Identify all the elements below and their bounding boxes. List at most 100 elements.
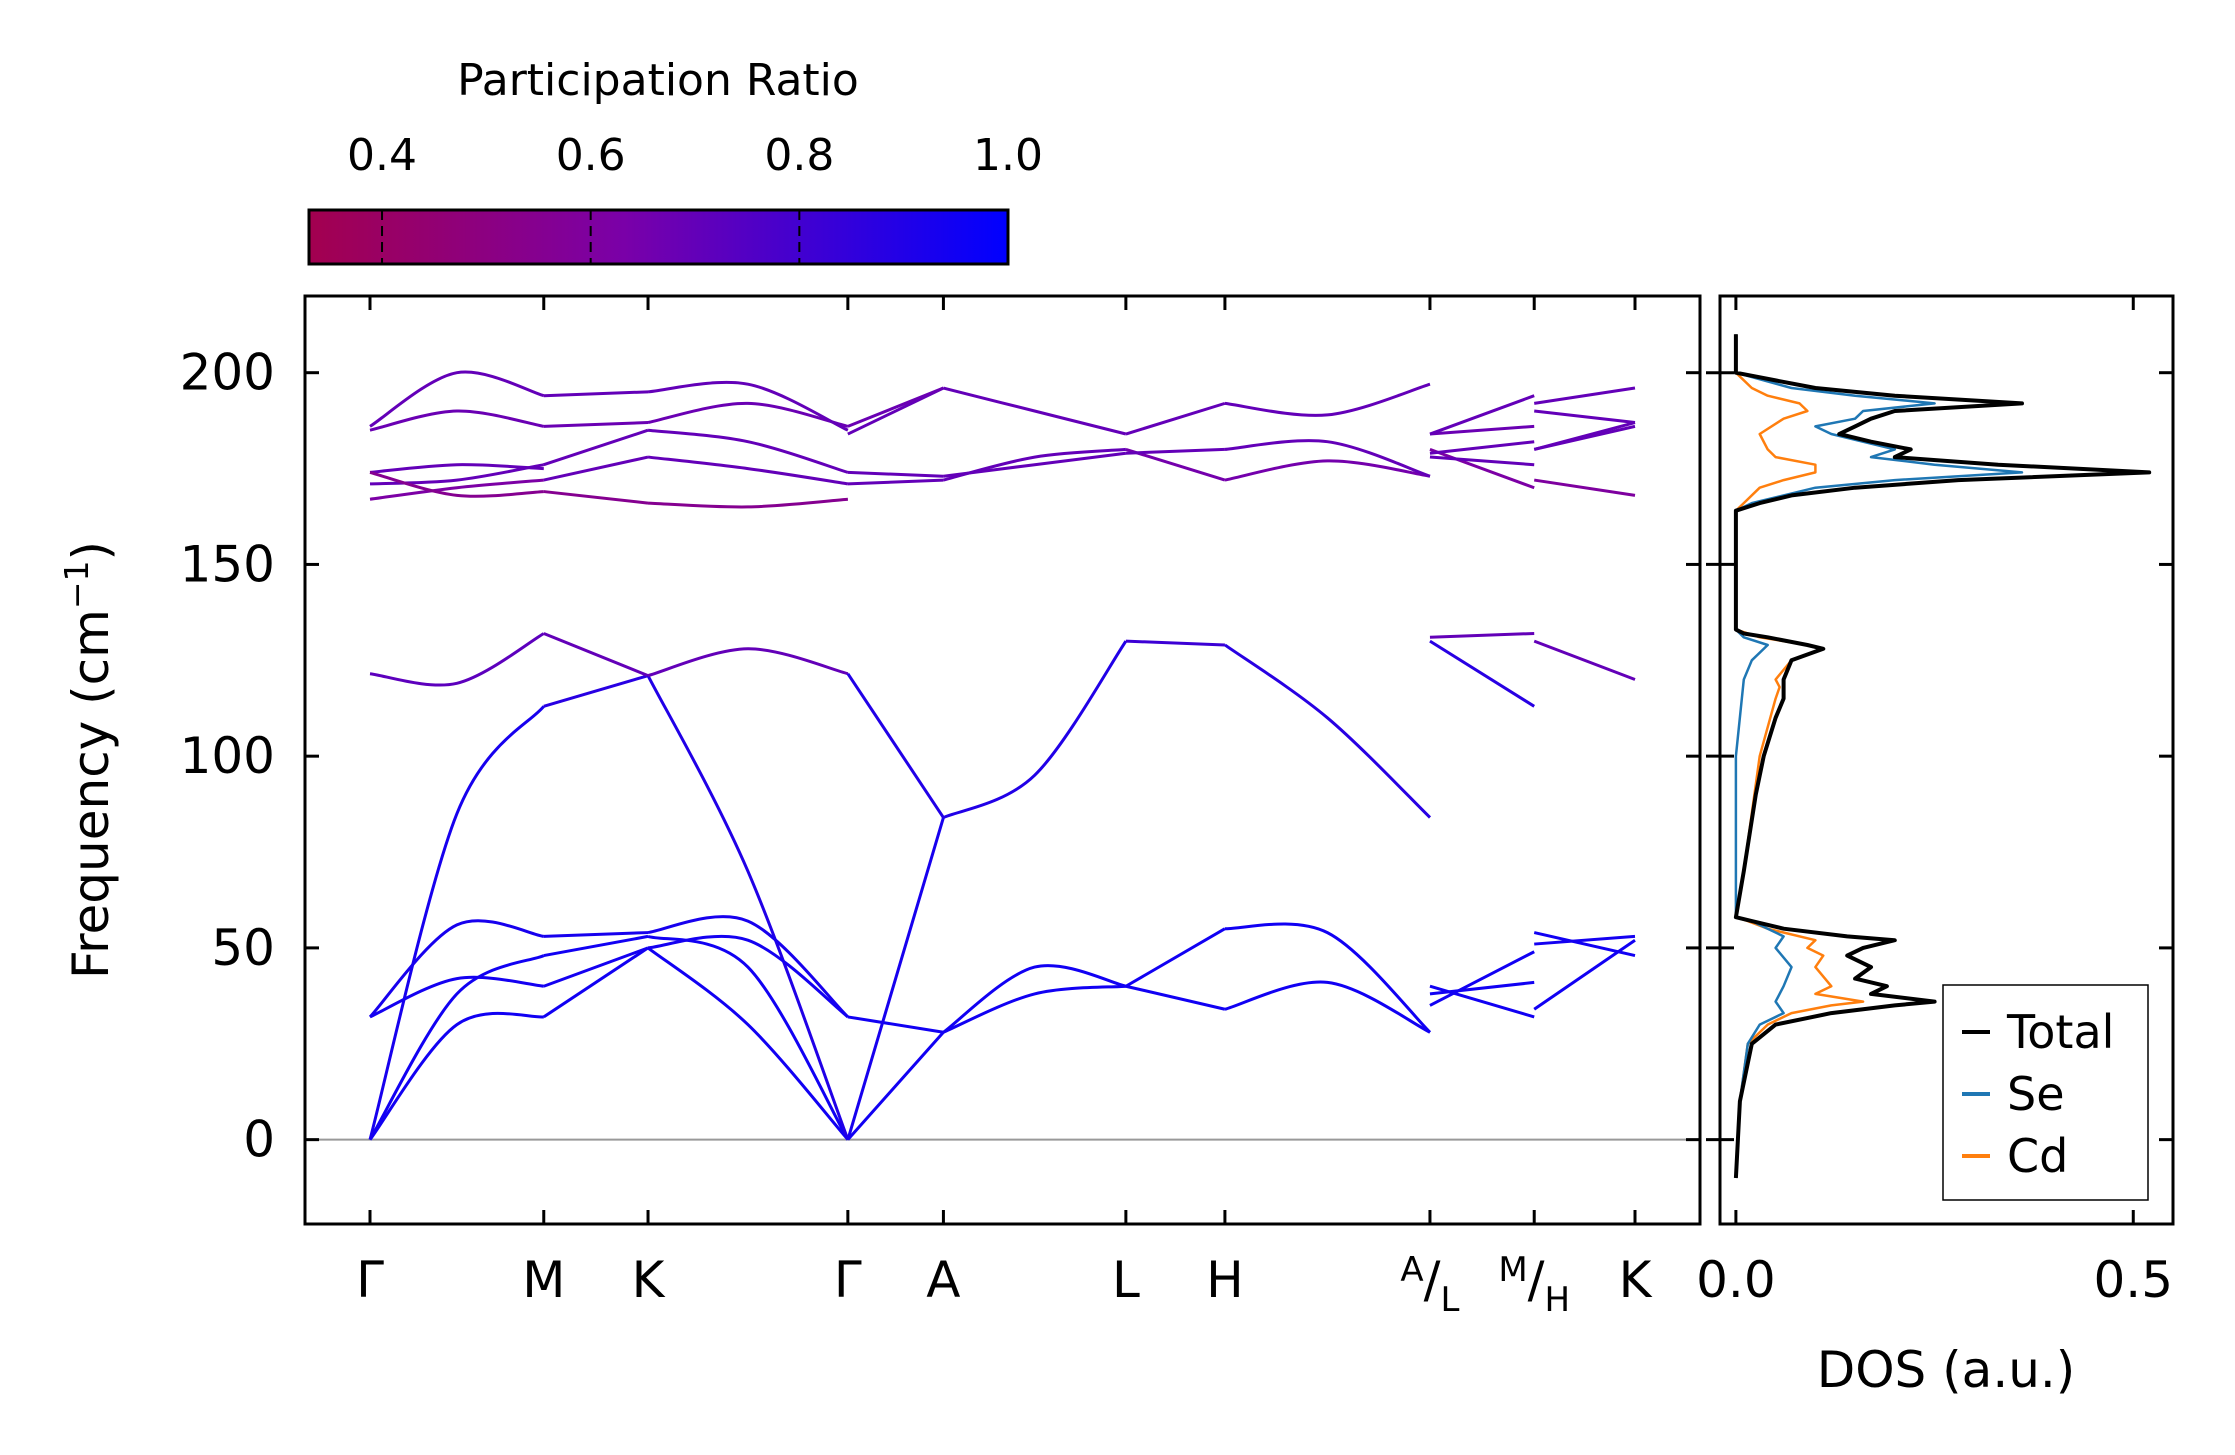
phonon-band — [543, 428, 649, 467]
phonon-band — [368, 919, 545, 1018]
dispersion-axes-frame — [303, 294, 1702, 1226]
colorbar-tick-label: 0.4 — [347, 130, 417, 181]
legend-label: Total — [2006, 1005, 2114, 1059]
y-axis-label-end: ) — [62, 541, 120, 561]
phonon-band — [368, 705, 545, 1141]
kpoint-label: K — [1619, 1251, 1653, 1309]
phonon-band — [647, 946, 850, 1141]
y-tick-label: 200 — [180, 344, 275, 402]
y-axis-ticks: 0 50 100 150 200 — [180, 344, 1700, 1169]
phonon-band — [1224, 643, 1432, 819]
phonon-band — [846, 1031, 945, 1141]
phonon-band — [647, 915, 849, 1018]
phonon-band — [1125, 447, 1226, 482]
y-tick-label: 0 — [243, 1111, 275, 1169]
phonon-band — [368, 954, 545, 1141]
phonon-band — [1224, 382, 1431, 417]
kpoint-label: M — [522, 1251, 565, 1309]
phonon-band — [647, 401, 849, 428]
phonon-band — [1429, 394, 1535, 436]
colorbar-label: Participation Ratio — [457, 55, 859, 106]
colorbar: Participation Ratio 0.4 0.6 0.8 1.0 — [307, 55, 1043, 266]
phonon-band — [647, 380, 849, 432]
phonon-band — [1534, 409, 1636, 425]
dispersion-panel: 0 50 100 150 200 Γ M K Γ A L H K A/L M/H Frequency (c… — [57, 294, 1702, 1320]
phonon-band — [847, 470, 944, 478]
phonon-band — [647, 497, 849, 509]
y-axis-label: Frequency (cm−1) — [57, 541, 120, 979]
phonon-band — [543, 674, 649, 708]
phonon-band — [646, 674, 850, 1141]
phonon-band — [543, 632, 649, 678]
phonon-band — [543, 421, 649, 428]
phonon-band — [1125, 984, 1226, 1011]
phonon-band — [1125, 401, 1226, 436]
phonon-band — [1533, 931, 1636, 958]
kpoint-labels: Γ M K Γ A L H K A/L M/H — [356, 1250, 1653, 1320]
phonon-band — [1224, 459, 1431, 482]
y-tick-label: 150 — [180, 535, 275, 593]
phonon-band — [847, 386, 944, 428]
phonon-band — [942, 984, 1127, 1034]
phonon-band — [943, 451, 1127, 478]
dos-curve-total — [1733, 334, 2152, 1179]
phonon-band — [1429, 424, 1535, 436]
phonon-band — [942, 964, 1127, 1034]
phonon-band — [1125, 639, 1225, 647]
dos-panel: 0.0 0.5 DOS (a.u.) Total Se Cd — [1696, 294, 2175, 1399]
dos-curve-cd — [1734, 334, 1865, 1179]
phonon-band — [942, 640, 1128, 819]
colorbar-tick-label: 1.0 — [973, 130, 1043, 181]
kpoint-label: K — [632, 1251, 666, 1309]
phonon-band — [1224, 439, 1431, 478]
phonon-band — [1533, 421, 1636, 451]
phonon-bands — [368, 370, 1636, 1141]
dos-curves — [1733, 334, 2152, 1179]
phonon-band — [1533, 639, 1636, 681]
phonon-band — [647, 934, 850, 1141]
kpoint-ticks — [368, 296, 1637, 1224]
phonon-band — [543, 455, 649, 482]
legend-label: Se — [2007, 1067, 2065, 1121]
phonon-band — [369, 632, 545, 687]
phonon-band — [1429, 455, 1535, 467]
phonon-band — [1533, 386, 1636, 405]
dos-x-tick-label: 0.5 — [2093, 1251, 2173, 1309]
kpoint-label: Γ — [356, 1251, 384, 1309]
phonon-band — [1533, 478, 1636, 497]
colorbar-tick-label: 0.6 — [556, 130, 626, 181]
phonon-band — [647, 934, 849, 1019]
kpoint-label: Γ — [834, 1251, 862, 1309]
y-tick-label: 100 — [180, 727, 275, 785]
phonon-band — [543, 390, 649, 398]
phonon-band — [1224, 922, 1432, 1034]
phonon-band — [369, 463, 544, 474]
dos-legend: Total Se Cd — [1942, 984, 2149, 1201]
kpoint-label: H — [1206, 1251, 1244, 1309]
phonon-band — [369, 975, 544, 1019]
phonon-band — [943, 386, 1127, 436]
phonon-band — [647, 647, 849, 678]
y-axis-label-exponent: −1 — [57, 560, 96, 609]
dos-ticks: 0.0 0.5 — [1696, 296, 2173, 1309]
dos-x-tick-label: 0.0 — [1696, 1251, 1776, 1309]
phonon-band — [847, 478, 944, 486]
phonon-band — [1125, 927, 1226, 988]
phonon-band — [1224, 980, 1431, 1034]
phonon-band — [846, 672, 945, 819]
phonon-band — [847, 1015, 944, 1034]
legend-label: Cd — [2007, 1129, 2068, 1183]
phonon-band — [369, 478, 544, 501]
phonon-band — [543, 490, 649, 505]
kpoint-label-split: M/H — [1498, 1250, 1570, 1320]
phonon-band — [542, 946, 649, 1019]
kpoint-label-split: A/L — [1400, 1250, 1459, 1320]
y-axis-label-main: Frequency (cm — [62, 609, 120, 979]
phonon-band — [1534, 934, 1636, 946]
kpoint-label: L — [1112, 1251, 1140, 1309]
phonon-band — [368, 1011, 544, 1141]
phonon-band — [1429, 950, 1535, 1007]
phonon-band — [1429, 639, 1536, 708]
kpoint-label: A — [926, 1251, 960, 1309]
phonon-band — [369, 470, 544, 498]
